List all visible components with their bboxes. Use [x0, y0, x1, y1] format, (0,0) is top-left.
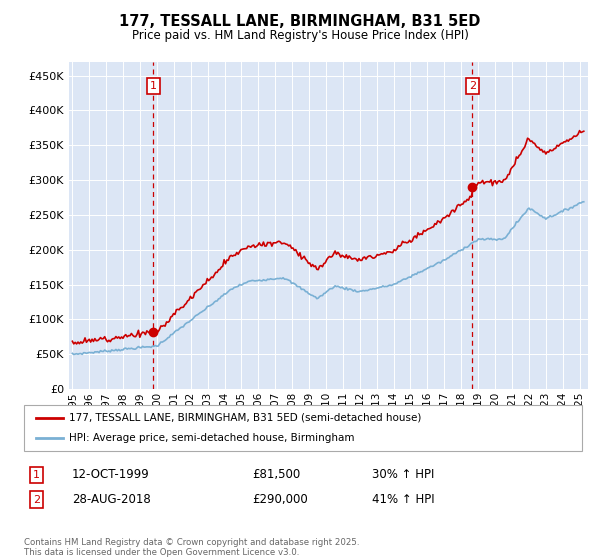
Text: Contains HM Land Registry data © Crown copyright and database right 2025.
This d: Contains HM Land Registry data © Crown c…: [24, 538, 359, 557]
Text: 28-AUG-2018: 28-AUG-2018: [72, 493, 151, 506]
Text: 177, TESSALL LANE, BIRMINGHAM, B31 5ED (semi-detached house): 177, TESSALL LANE, BIRMINGHAM, B31 5ED (…: [69, 413, 421, 423]
Text: 1: 1: [149, 81, 157, 91]
Text: 41% ↑ HPI: 41% ↑ HPI: [372, 493, 434, 506]
Text: £81,500: £81,500: [252, 468, 300, 482]
Text: 30% ↑ HPI: 30% ↑ HPI: [372, 468, 434, 482]
Text: 2: 2: [469, 81, 476, 91]
Text: 177, TESSALL LANE, BIRMINGHAM, B31 5ED: 177, TESSALL LANE, BIRMINGHAM, B31 5ED: [119, 14, 481, 29]
Text: 2: 2: [33, 494, 40, 505]
Text: Price paid vs. HM Land Registry's House Price Index (HPI): Price paid vs. HM Land Registry's House …: [131, 29, 469, 42]
Text: HPI: Average price, semi-detached house, Birmingham: HPI: Average price, semi-detached house,…: [69, 433, 355, 443]
Text: £290,000: £290,000: [252, 493, 308, 506]
Text: 1: 1: [33, 470, 40, 480]
Text: 12-OCT-1999: 12-OCT-1999: [72, 468, 150, 482]
